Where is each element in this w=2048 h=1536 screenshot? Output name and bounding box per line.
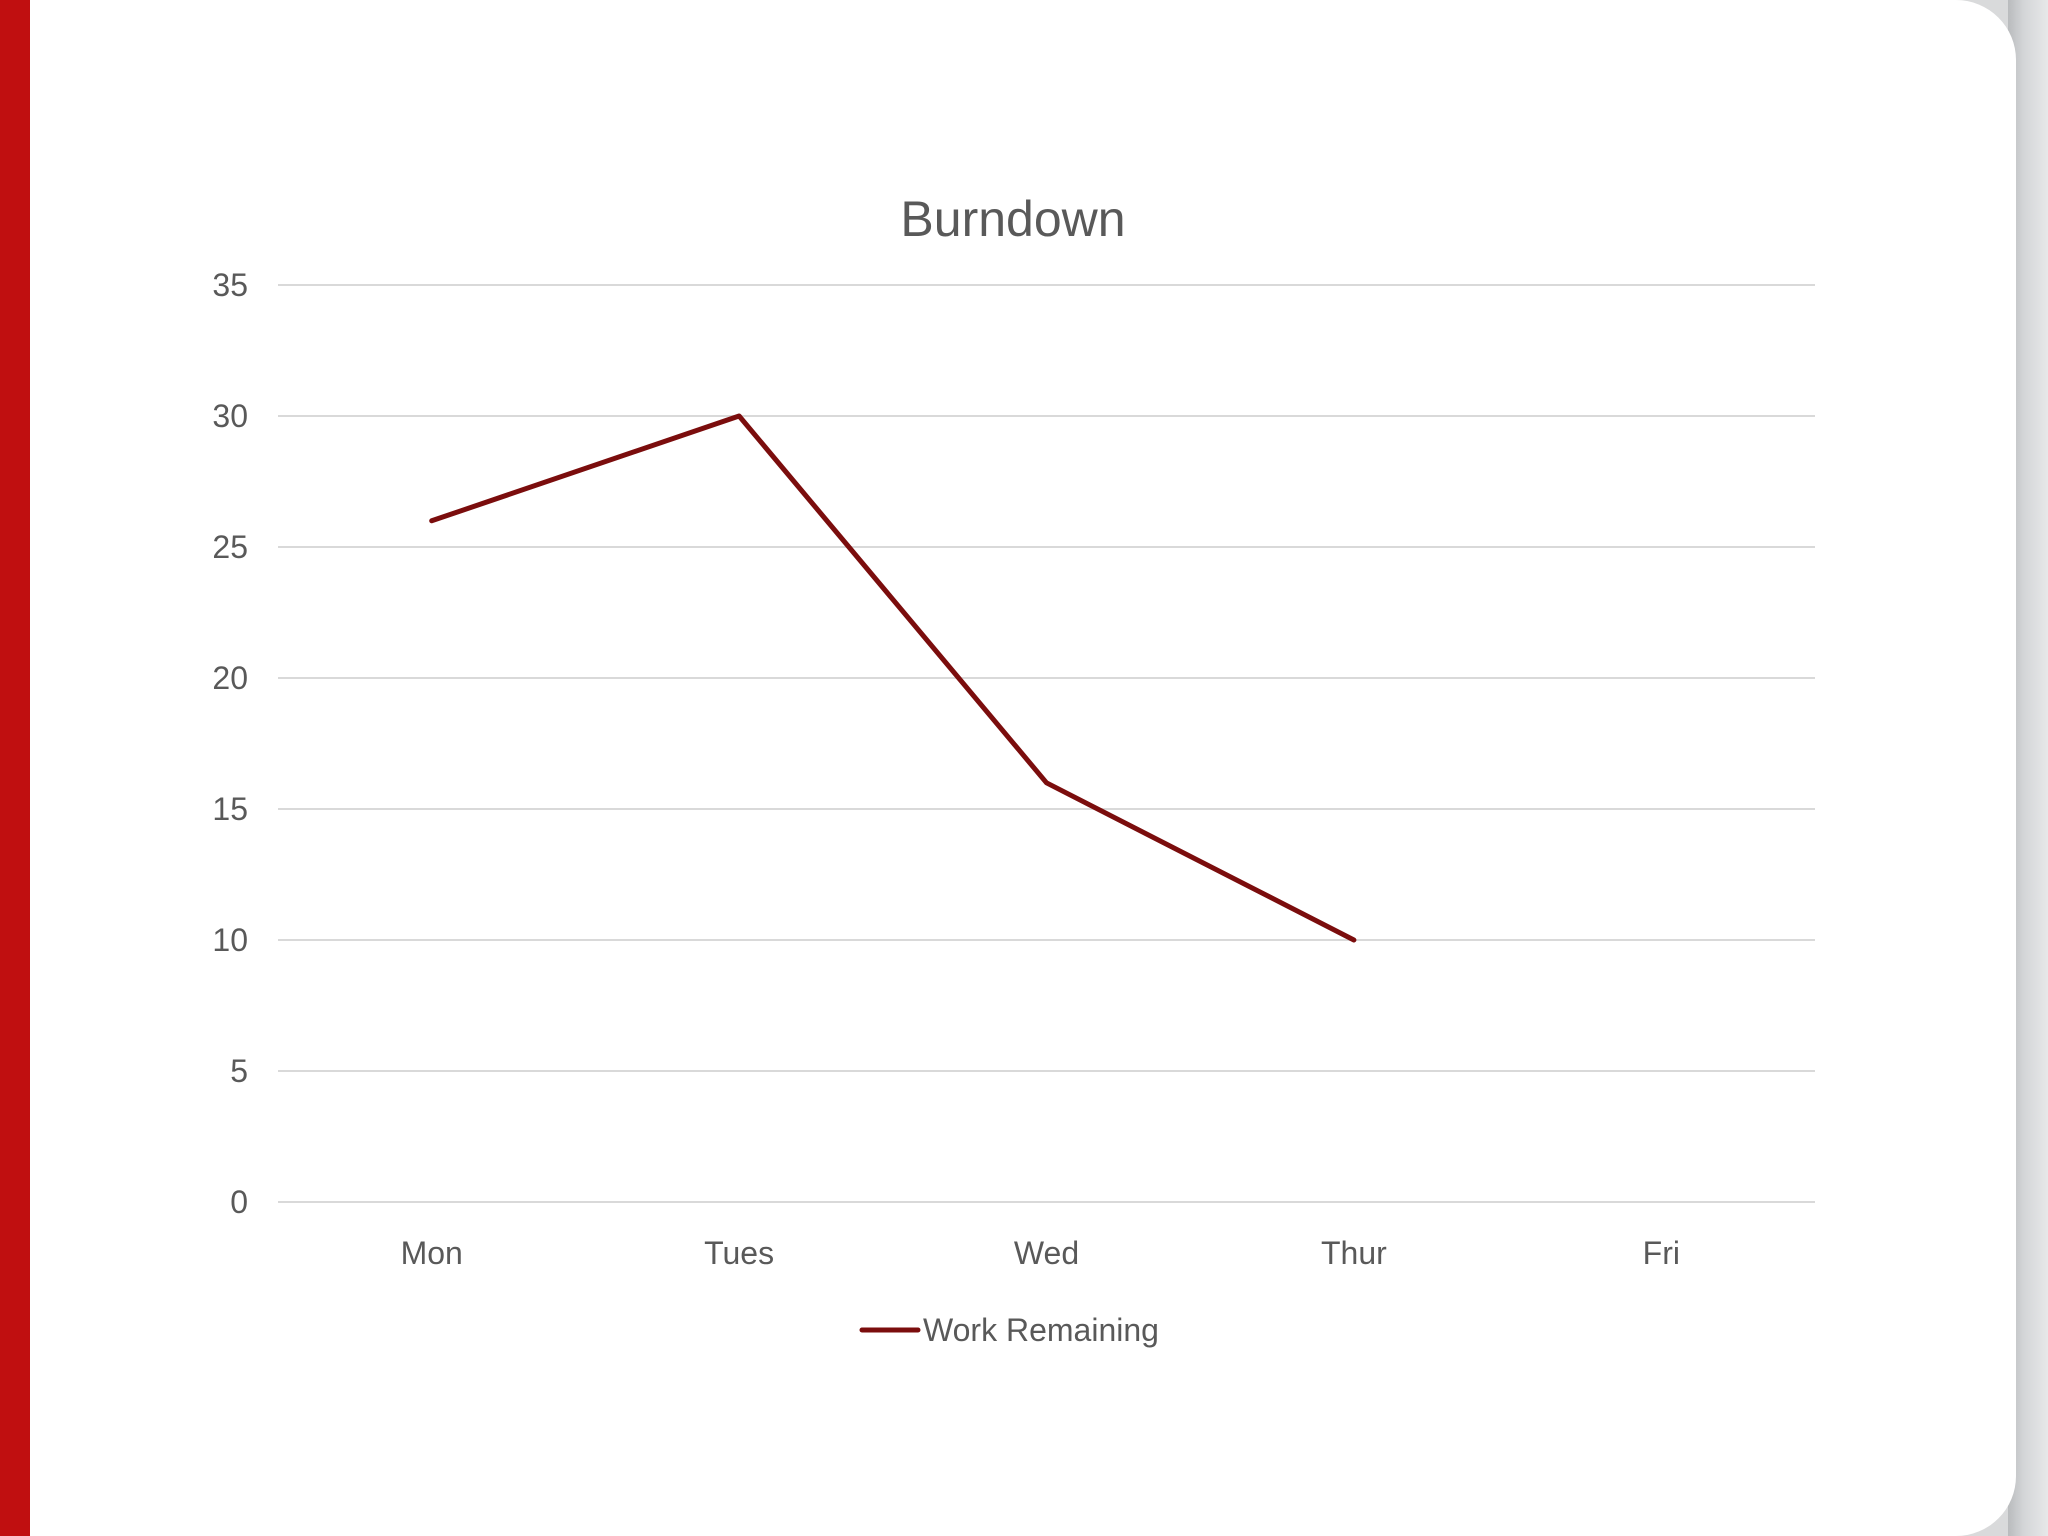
y-tick-label: 25 <box>212 529 248 565</box>
y-axis-ticks: 0 5 10 15 20 25 30 35 <box>212 267 248 1220</box>
x-tick-label-thur: Thur <box>1321 1235 1387 1271</box>
y-tick-label: 0 <box>230 1184 248 1220</box>
gridlines <box>278 284 1815 1203</box>
y-tick-label: 35 <box>212 267 248 303</box>
x-tick-label-tues: Tues <box>704 1235 774 1271</box>
chart-title: Burndown <box>900 191 1125 247</box>
y-tick-label: 20 <box>212 660 248 696</box>
x-tick-label-fri: Fri <box>1643 1235 1680 1271</box>
y-tick-label: 30 <box>212 398 248 434</box>
series-line-work-remaining <box>429 413 1357 943</box>
slide-canvas <box>30 0 2016 1536</box>
x-tick-label-wed: Wed <box>1014 1235 1079 1271</box>
legend: Work Remaining <box>859 1312 1159 1348</box>
y-tick-label: 10 <box>212 922 248 958</box>
x-axis-ticks: Mon Tues Wed Thur Fri <box>401 1235 1680 1271</box>
accent-bar <box>0 0 30 1536</box>
y-tick-label: 5 <box>230 1053 248 1089</box>
x-tick-label-mon: Mon <box>401 1235 463 1271</box>
legend-label-work-remaining: Work Remaining <box>923 1312 1159 1348</box>
series-lines <box>429 413 1357 943</box>
y-tick-label: 15 <box>212 791 248 827</box>
